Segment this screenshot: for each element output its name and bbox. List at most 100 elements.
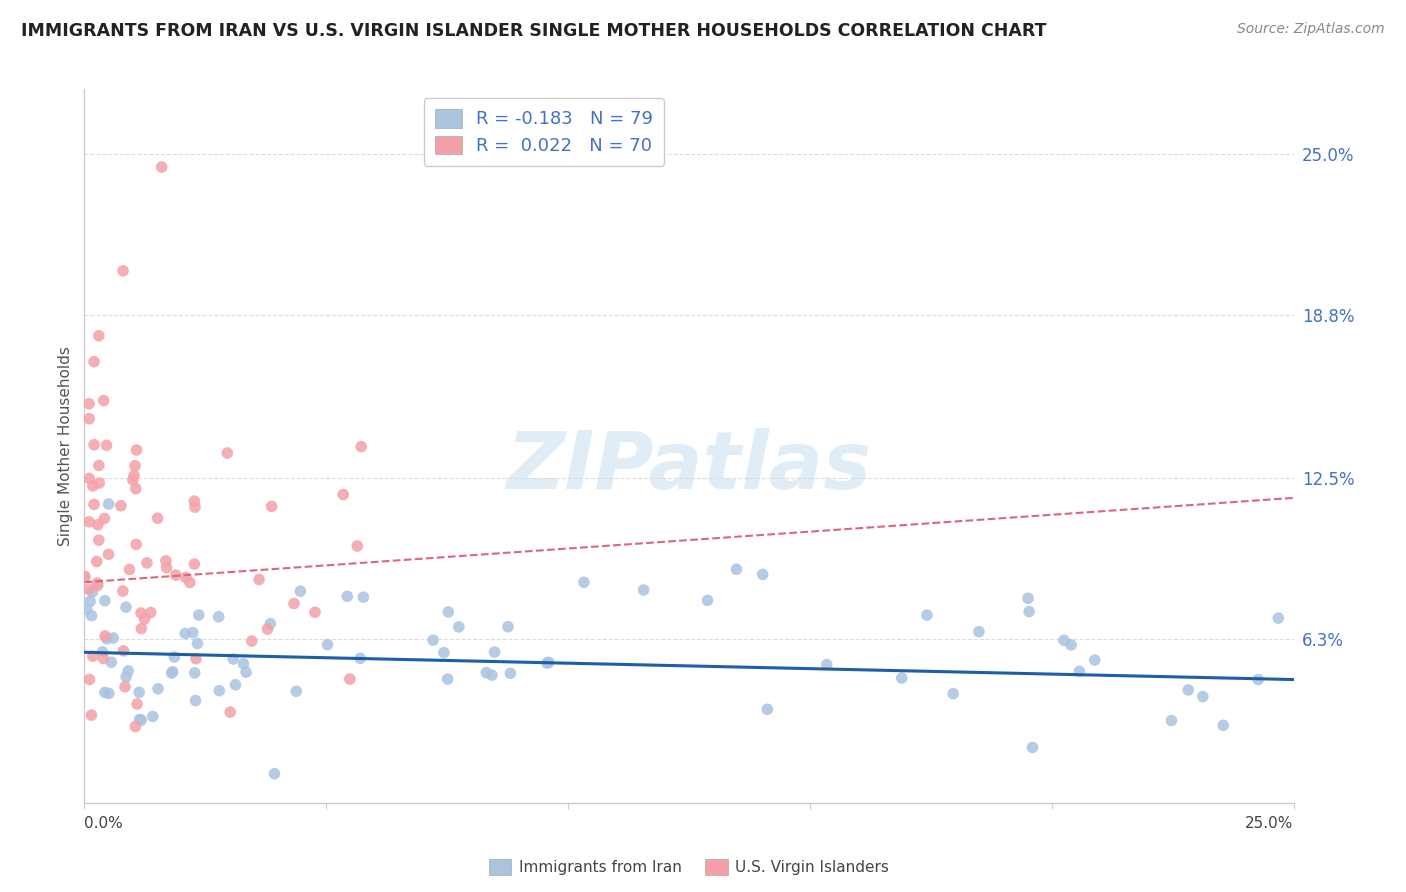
Point xyxy=(290,584,312,599)
Point xyxy=(110,499,132,513)
Point xyxy=(77,397,100,411)
Point xyxy=(129,713,152,727)
Point xyxy=(186,636,208,650)
Point xyxy=(82,649,104,664)
Point xyxy=(89,476,111,491)
Point xyxy=(183,494,205,508)
Point xyxy=(184,665,207,680)
Point xyxy=(162,665,184,679)
Point xyxy=(86,576,108,591)
Point xyxy=(128,713,150,727)
Point xyxy=(1084,653,1107,667)
Point xyxy=(142,709,165,723)
Point xyxy=(499,666,522,681)
Point xyxy=(219,705,242,719)
Legend: Immigrants from Iran, U.S. Virgin Islanders: Immigrants from Iran, U.S. Virgin Island… xyxy=(482,854,896,881)
Point xyxy=(208,683,231,698)
Point xyxy=(259,616,281,631)
Point xyxy=(93,393,115,408)
Text: 25.0%: 25.0% xyxy=(1246,816,1294,830)
Point xyxy=(80,708,103,723)
Point xyxy=(1053,633,1076,648)
Point xyxy=(224,678,246,692)
Point xyxy=(1177,682,1199,697)
Point xyxy=(283,597,305,611)
Point xyxy=(93,651,115,665)
Point xyxy=(115,600,138,615)
Point xyxy=(179,575,201,590)
Point xyxy=(114,680,136,694)
Point xyxy=(572,575,595,590)
Point xyxy=(83,438,105,452)
Point xyxy=(256,622,278,636)
Point xyxy=(260,500,283,514)
Point xyxy=(134,612,156,626)
Point xyxy=(87,328,110,343)
Point xyxy=(537,656,560,670)
Point xyxy=(422,633,444,648)
Point xyxy=(247,573,270,587)
Point xyxy=(94,629,117,643)
Point xyxy=(433,646,456,660)
Point xyxy=(118,562,141,576)
Point xyxy=(756,702,779,716)
Point xyxy=(350,440,373,454)
Point xyxy=(304,605,326,619)
Point xyxy=(633,582,655,597)
Y-axis label: Single Mother Households: Single Mother Households xyxy=(58,346,73,546)
Point xyxy=(73,570,96,584)
Point xyxy=(890,671,912,685)
Point xyxy=(183,557,205,571)
Point xyxy=(82,479,104,493)
Point xyxy=(139,606,162,620)
Point xyxy=(447,620,470,634)
Point xyxy=(125,442,148,457)
Point xyxy=(352,590,374,604)
Point xyxy=(1212,718,1234,732)
Point xyxy=(146,681,169,696)
Point xyxy=(129,606,152,620)
Point xyxy=(77,515,100,529)
Point xyxy=(93,511,115,525)
Point xyxy=(1247,673,1270,687)
Point xyxy=(97,547,120,561)
Point xyxy=(496,620,519,634)
Text: 0.0%: 0.0% xyxy=(84,816,124,830)
Point xyxy=(332,487,354,501)
Point xyxy=(128,685,150,699)
Point xyxy=(346,539,368,553)
Point xyxy=(536,656,558,670)
Point xyxy=(155,560,177,574)
Point xyxy=(165,568,187,582)
Text: IMMIGRANTS FROM IRAN VS U.S. VIRGIN ISLANDER SINGLE MOTHER HOUSEHOLDS CORRELATIO: IMMIGRANTS FROM IRAN VS U.S. VIRGIN ISLA… xyxy=(21,22,1046,40)
Point xyxy=(174,626,197,640)
Point xyxy=(111,584,134,599)
Point xyxy=(87,578,110,592)
Point xyxy=(83,354,105,368)
Point xyxy=(87,533,110,548)
Point xyxy=(1160,714,1182,728)
Point xyxy=(437,605,460,619)
Point xyxy=(100,655,122,669)
Point xyxy=(942,687,965,701)
Point xyxy=(915,608,938,623)
Point xyxy=(1018,605,1040,619)
Point xyxy=(94,685,117,699)
Point xyxy=(117,664,139,678)
Point xyxy=(436,672,458,686)
Point xyxy=(96,438,118,452)
Point xyxy=(125,482,148,496)
Point xyxy=(136,556,159,570)
Point xyxy=(77,471,100,485)
Point xyxy=(112,644,135,658)
Point xyxy=(208,609,231,624)
Point xyxy=(150,160,173,174)
Point xyxy=(77,582,100,597)
Point xyxy=(121,473,143,487)
Point xyxy=(97,686,120,700)
Point xyxy=(174,570,197,584)
Point xyxy=(235,665,257,680)
Point xyxy=(263,766,285,780)
Point xyxy=(815,657,838,672)
Point xyxy=(129,622,152,636)
